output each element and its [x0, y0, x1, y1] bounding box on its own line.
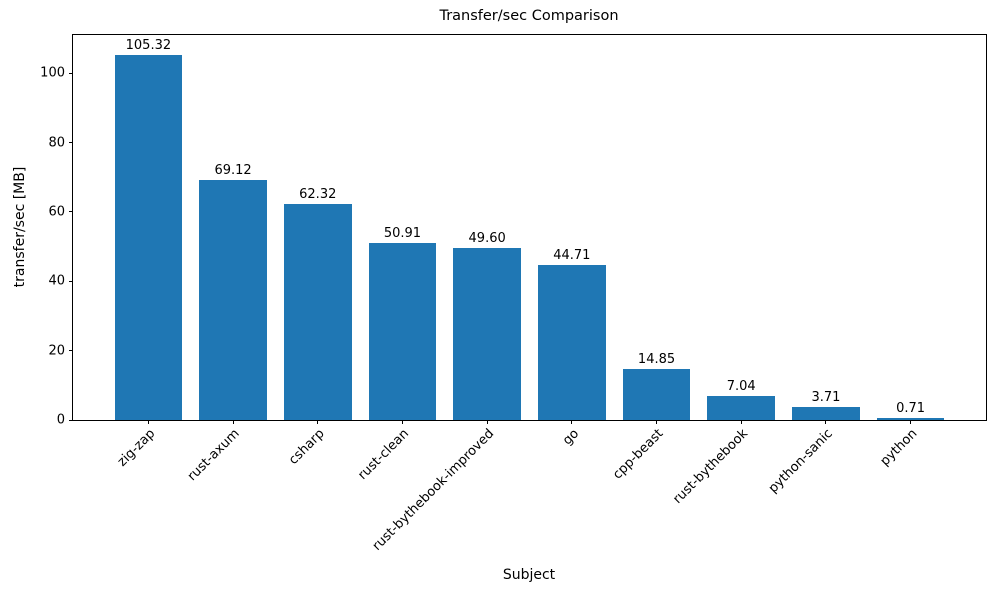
bar [537, 264, 606, 420]
y-tick-mark [69, 142, 73, 144]
y-tick-mark [69, 280, 73, 282]
x-tick-mark [910, 420, 912, 424]
bar [368, 243, 437, 420]
x-axis-label: Subject [502, 567, 556, 583]
bar [114, 54, 183, 420]
x-tick-label-text: python-sanic [765, 426, 836, 497]
bar-value-label: 3.71 [811, 390, 841, 406]
bar-value-label: 105.32 [125, 37, 172, 53]
x-tick-mark [317, 420, 319, 424]
bar [792, 407, 860, 420]
x-tick-label-text: csharp [286, 426, 328, 468]
chart-title: Transfer/sec Comparison [439, 8, 619, 24]
bar-value-label: 49.60 [468, 230, 506, 246]
bar-value-label: 62.32 [299, 186, 337, 202]
bar-value-label: 69.12 [214, 163, 252, 179]
y-tick-label: 0 [56, 412, 65, 428]
x-tick-label-text: zig-zap [114, 426, 159, 470]
x-tick-label-text: rust-clean [355, 426, 413, 483]
x-tick-label-text: rust-bythebook [670, 426, 752, 507]
x-tick-label-text: cpp-beast [610, 426, 667, 483]
y-tick-mark [69, 72, 73, 74]
bar [283, 203, 352, 420]
bar [622, 368, 691, 420]
y-tick-label: 20 [48, 343, 65, 359]
x-tick-label-text: python [877, 426, 921, 470]
x-tick-mark [656, 420, 658, 424]
y-axis-label: transfer/sec [MB] [12, 166, 28, 288]
x-tick-mark [571, 420, 573, 424]
x-tick-mark [486, 420, 488, 424]
x-tick-mark [401, 420, 403, 424]
bar [453, 247, 522, 420]
bar [876, 417, 945, 420]
x-tick-mark [147, 420, 149, 424]
bar-value-label: 14.85 [637, 351, 676, 367]
bar [199, 180, 267, 420]
y-tick-mark [69, 211, 73, 213]
plot-area: 0 20 40 60 80 100 105.32 zig-zap 69.12 rust-axum 6… [40, 34, 987, 554]
bar-value-label: 7.04 [726, 378, 756, 394]
y-tick-label: 60 [48, 204, 65, 220]
x-tick-label-text: go [559, 426, 582, 449]
y-tick-label: 80 [48, 135, 65, 151]
x-tick-mark [232, 420, 234, 424]
y-tick-mark [69, 419, 73, 421]
x-tick-mark [740, 420, 742, 424]
y-tick-mark [69, 350, 73, 352]
x-tick-mark [825, 420, 827, 424]
bar-value-label: 50.91 [383, 226, 422, 242]
bar-value-label: 0.71 [896, 400, 926, 416]
y-tick-label: 40 [48, 273, 65, 289]
bar [707, 395, 776, 420]
y-tick-label: 100 [40, 65, 65, 81]
x-tick-label-text: rust-axum [185, 426, 243, 485]
bar-value-label: 44.71 [553, 247, 591, 263]
